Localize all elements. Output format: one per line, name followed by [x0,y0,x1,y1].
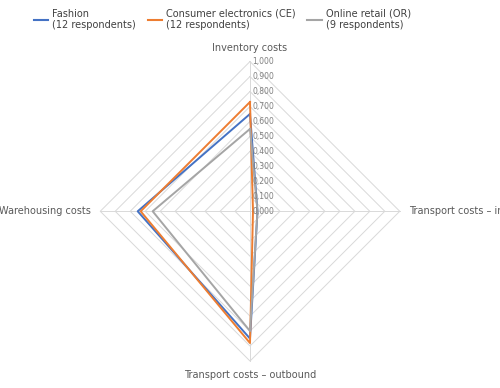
Text: 0,200: 0,200 [252,177,274,186]
Text: 0,800: 0,800 [252,87,274,96]
Text: 0,700: 0,700 [252,102,274,111]
Text: 0,100: 0,100 [252,192,274,201]
Text: 0,600: 0,600 [252,117,274,126]
Text: 0,500: 0,500 [252,132,274,141]
Text: Warehousing costs: Warehousing costs [0,206,92,216]
Legend: Fashion
(12 respondents), Consumer electronics (CE)
(12 respondents), Online ret: Fashion (12 respondents), Consumer elect… [30,5,415,34]
Text: 0,900: 0,900 [252,72,274,81]
Text: Transport costs – outbound: Transport costs – outbound [184,370,316,380]
Text: 0,000: 0,000 [252,207,274,216]
Text: Inventory costs: Inventory costs [212,43,288,52]
Text: Transport costs – inbound: Transport costs – inbound [408,206,500,216]
Text: 0,300: 0,300 [252,162,274,171]
Text: 0,400: 0,400 [252,147,274,156]
Text: 1,000: 1,000 [252,57,274,66]
